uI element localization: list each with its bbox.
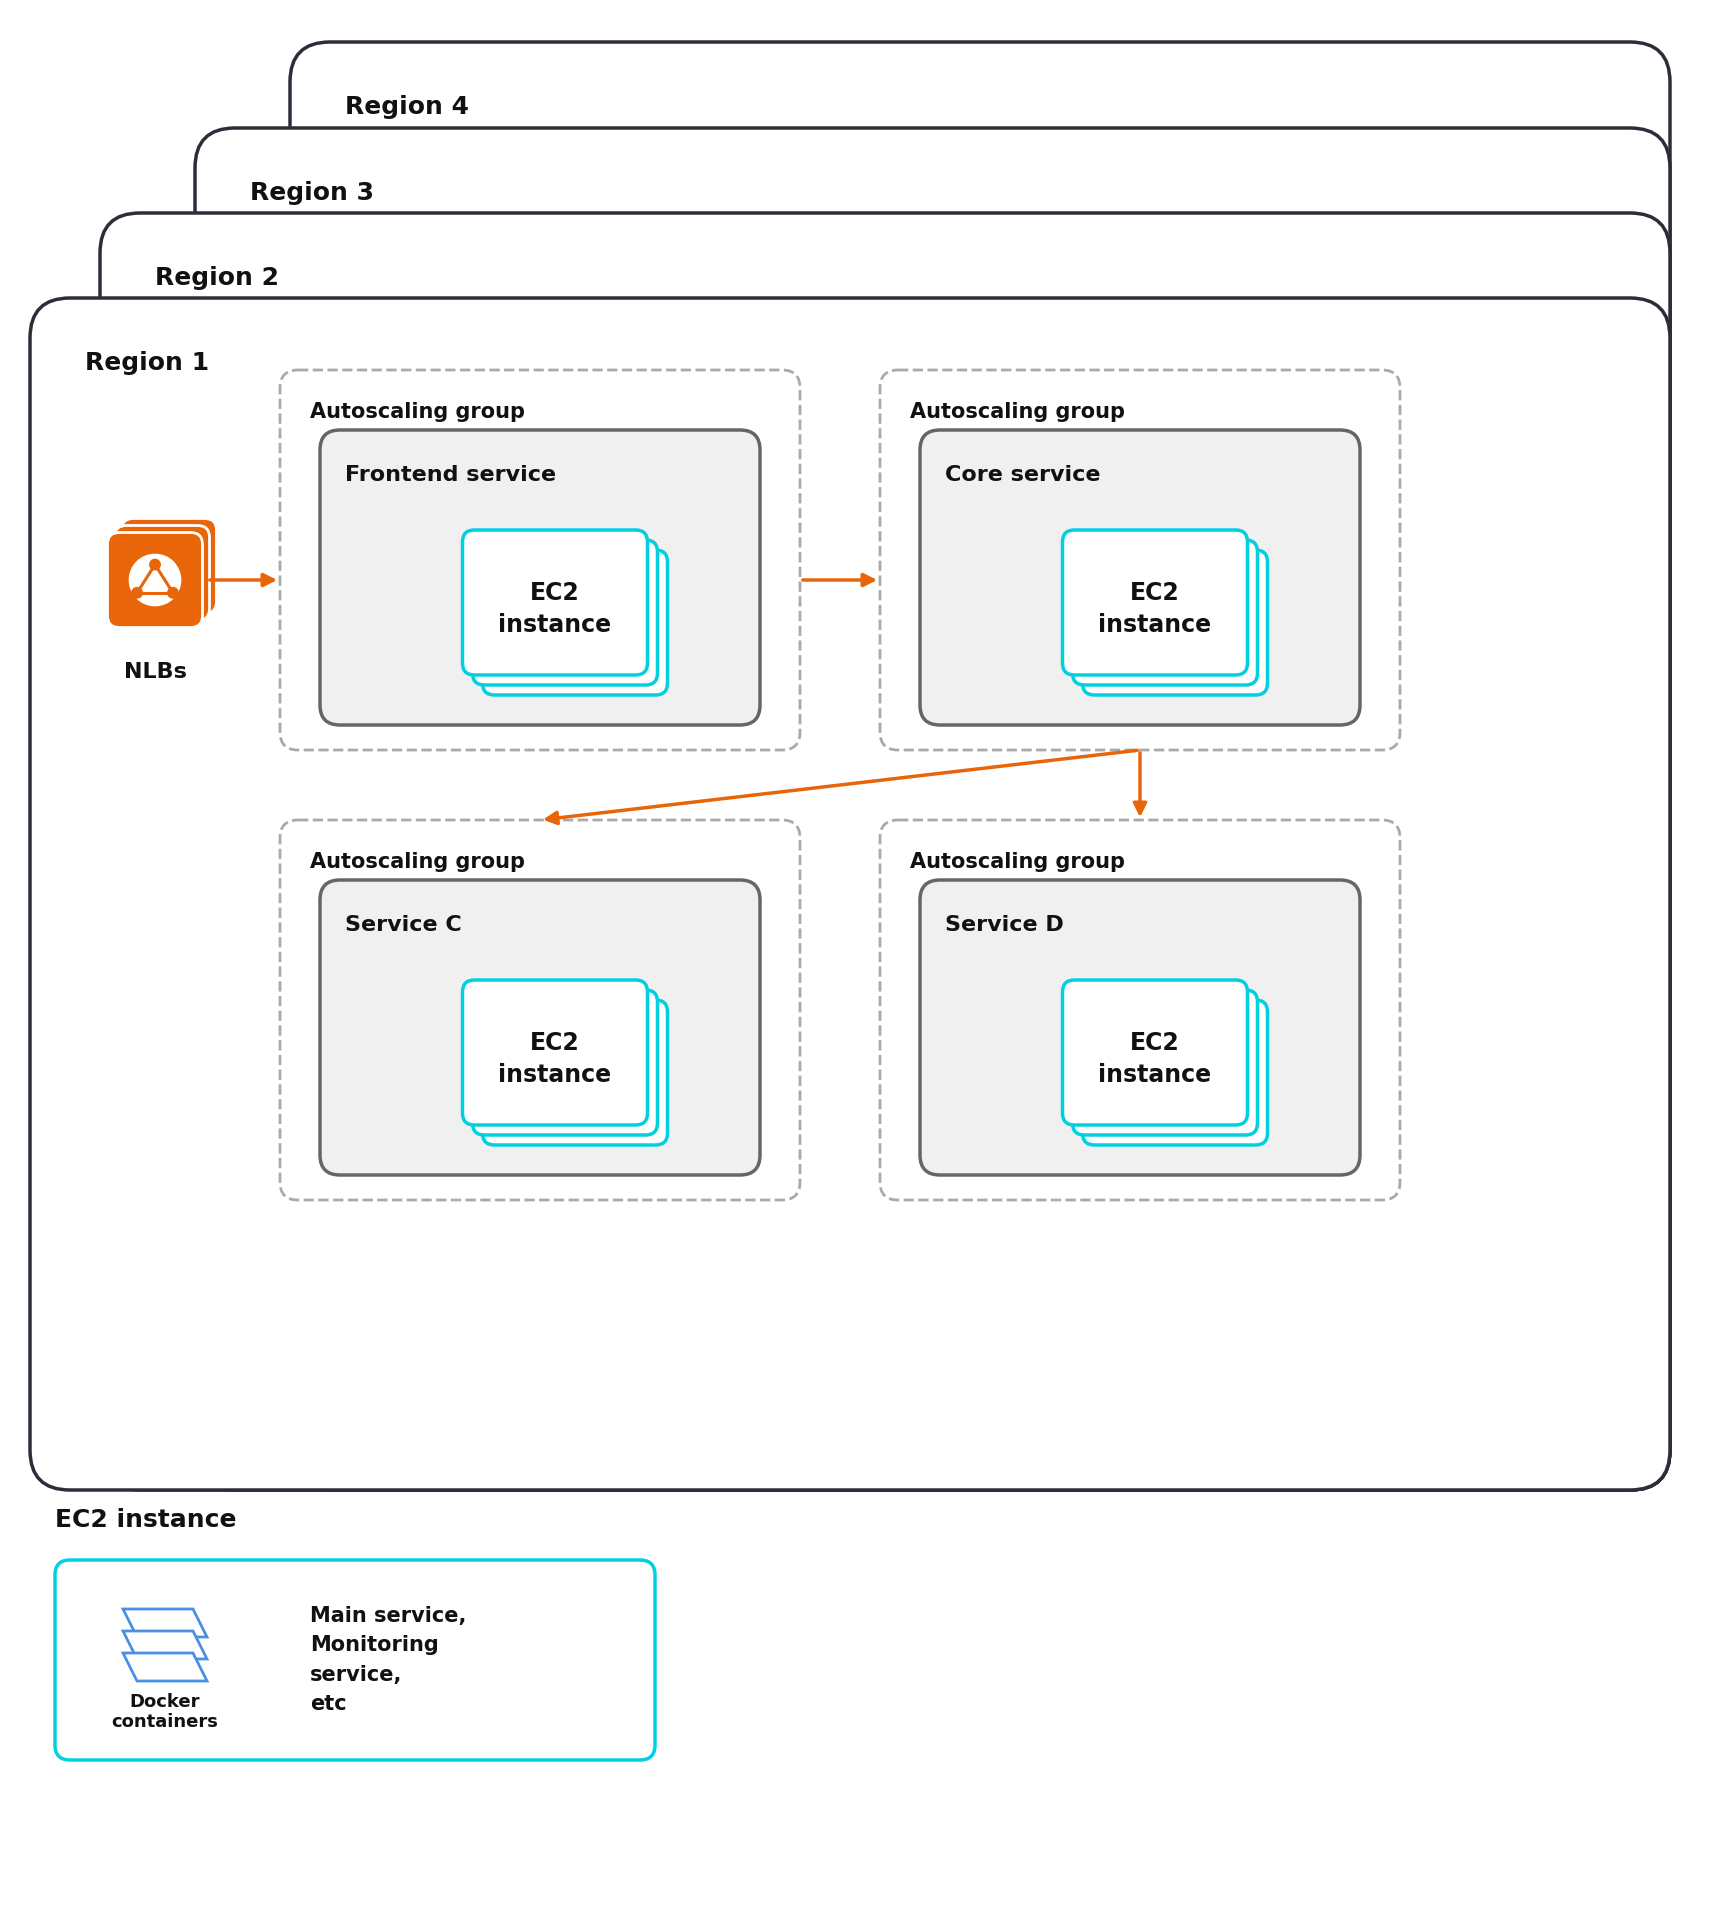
Text: NLBs: NLBs (124, 663, 187, 682)
Text: Region 1: Region 1 (85, 352, 209, 375)
Text: Region 2: Region 2 (156, 265, 278, 290)
Text: instance: instance (498, 613, 612, 636)
Text: EC2: EC2 (1130, 580, 1180, 605)
Circle shape (130, 555, 181, 605)
Text: instance: instance (1099, 1062, 1211, 1087)
FancyBboxPatch shape (1082, 1001, 1268, 1145)
FancyBboxPatch shape (463, 530, 648, 674)
FancyBboxPatch shape (107, 532, 202, 628)
FancyBboxPatch shape (100, 213, 1669, 1491)
Text: Core service: Core service (945, 465, 1101, 484)
FancyBboxPatch shape (290, 42, 1669, 1491)
Text: EC2: EC2 (530, 1030, 581, 1055)
Polygon shape (123, 1610, 207, 1637)
FancyBboxPatch shape (29, 298, 1669, 1491)
Text: EC2: EC2 (1130, 1030, 1180, 1055)
Text: Autoscaling group: Autoscaling group (911, 401, 1125, 423)
Text: Region 4: Region 4 (346, 94, 468, 119)
FancyBboxPatch shape (482, 1001, 667, 1145)
FancyBboxPatch shape (1073, 540, 1258, 686)
Text: Autoscaling group: Autoscaling group (309, 401, 525, 423)
Text: Service D: Service D (945, 914, 1064, 936)
Circle shape (131, 588, 142, 597)
FancyBboxPatch shape (472, 989, 657, 1135)
Text: EC2: EC2 (530, 580, 581, 605)
FancyBboxPatch shape (1063, 980, 1248, 1126)
Text: Frontend service: Frontend service (346, 465, 556, 484)
FancyBboxPatch shape (195, 129, 1669, 1491)
Polygon shape (123, 1652, 207, 1681)
FancyBboxPatch shape (919, 880, 1360, 1176)
FancyBboxPatch shape (1063, 530, 1248, 674)
FancyBboxPatch shape (320, 430, 760, 724)
Circle shape (150, 559, 161, 571)
Text: Region 3: Region 3 (251, 181, 373, 206)
FancyBboxPatch shape (919, 430, 1360, 724)
Polygon shape (123, 1631, 207, 1660)
Text: instance: instance (1099, 613, 1211, 636)
FancyBboxPatch shape (121, 519, 216, 613)
Text: Service C: Service C (346, 914, 461, 936)
Text: instance: instance (498, 1062, 612, 1087)
Text: Docker
containers: Docker containers (112, 1692, 218, 1731)
FancyBboxPatch shape (1082, 549, 1268, 695)
Circle shape (168, 588, 178, 597)
Text: EC2 instance: EC2 instance (55, 1508, 237, 1533)
FancyBboxPatch shape (114, 526, 209, 620)
Text: Autoscaling group: Autoscaling group (911, 853, 1125, 872)
FancyBboxPatch shape (482, 549, 667, 695)
FancyBboxPatch shape (1073, 989, 1258, 1135)
FancyBboxPatch shape (55, 1560, 655, 1760)
Text: Main service,
Monitoring
service,
etc: Main service, Monitoring service, etc (309, 1606, 467, 1714)
FancyBboxPatch shape (472, 540, 657, 686)
FancyBboxPatch shape (463, 980, 648, 1126)
FancyBboxPatch shape (320, 880, 760, 1176)
Text: Autoscaling group: Autoscaling group (309, 853, 525, 872)
